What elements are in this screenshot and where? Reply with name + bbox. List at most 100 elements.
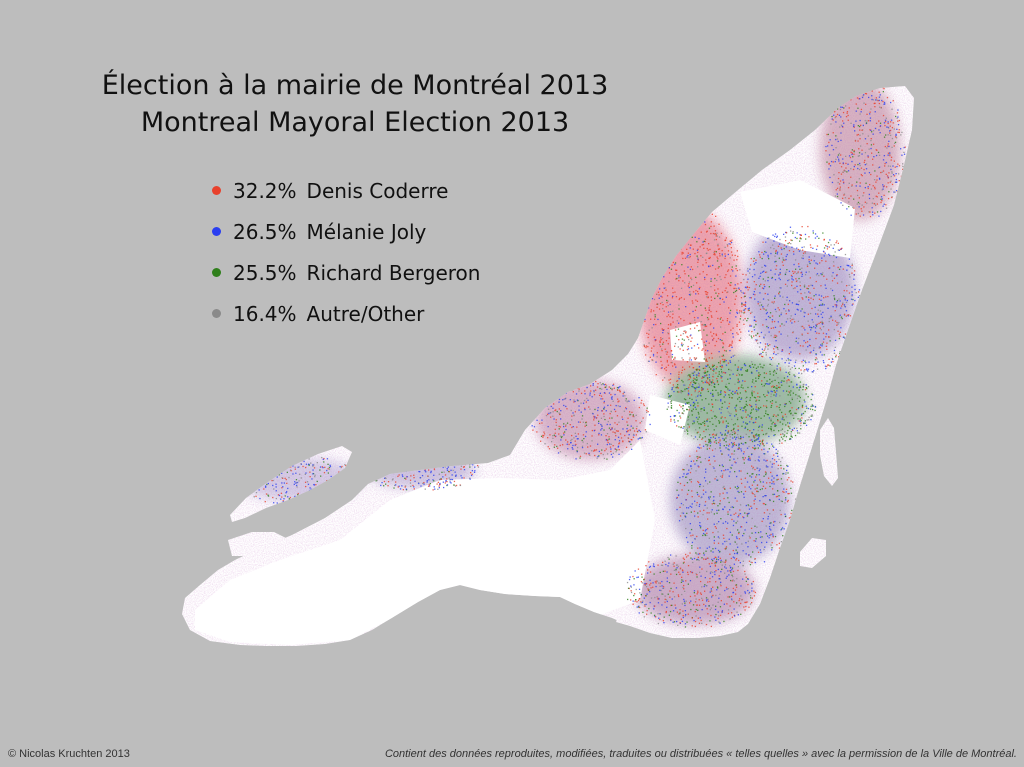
vote-dot [601, 388, 603, 390]
vote-dot [805, 387, 807, 389]
vote-dot [736, 269, 738, 272]
vote-dot [685, 499, 687, 501]
vote-dot [571, 447, 573, 449]
vote-dot [741, 384, 743, 386]
vote-dot [903, 146, 905, 149]
vote-dot [431, 462, 433, 464]
vote-dot [708, 605, 710, 607]
vote-dot [679, 207, 681, 209]
vote-dot [844, 299, 846, 301]
vote-dot [677, 240, 679, 243]
vote-dot [698, 390, 700, 392]
vote-dot [713, 327, 715, 329]
vote-dot [688, 359, 691, 361]
vote-dot [891, 196, 893, 199]
vote-dot [668, 272, 671, 274]
vote-dot [716, 378, 718, 380]
vote-dot [728, 538, 730, 540]
vote-dot [646, 255, 648, 257]
vote-dot [746, 423, 748, 425]
vote-dot [582, 384, 584, 386]
vote-dot [593, 417, 595, 419]
vote-dot [852, 298, 854, 301]
vote-dot [728, 382, 730, 385]
vote-dot [853, 278, 855, 280]
vote-dot [663, 276, 665, 278]
vote-dot [534, 410, 536, 412]
vote-dot [694, 390, 696, 392]
vote-dot [786, 285, 788, 287]
vote-dot [849, 95, 851, 97]
vote-dot [700, 423, 702, 425]
vote-dot [750, 405, 752, 407]
vote-dot [778, 542, 780, 544]
vote-dot [641, 436, 643, 439]
vote-dot [708, 318, 710, 320]
vote-dot [389, 469, 391, 472]
vote-dot [720, 450, 722, 452]
vote-dot [890, 159, 892, 161]
vote-dot [693, 316, 696, 319]
vote-dot [790, 351, 792, 353]
vote-dot [550, 405, 552, 408]
vote-dot [851, 152, 853, 154]
vote-dot [775, 461, 778, 463]
vote-dot [429, 460, 431, 462]
vote-dot [755, 284, 757, 286]
vote-dot [718, 420, 720, 422]
vote-dot [754, 364, 756, 366]
vote-dot [719, 432, 722, 434]
vote-dot [789, 410, 791, 412]
vote-dot [791, 284, 793, 287]
vote-dot [859, 162, 861, 165]
vote-dot [730, 433, 732, 435]
vote-dot [844, 306, 846, 308]
vote-dot [630, 591, 633, 594]
vote-dot [700, 392, 702, 394]
vote-dot [699, 552, 701, 555]
vote-dot [804, 284, 806, 286]
vote-dot [872, 133, 874, 135]
vote-dot [552, 407, 554, 409]
vote-dot [782, 418, 784, 421]
vote-dot [662, 329, 664, 331]
vote-dot [661, 260, 663, 262]
vote-dot [846, 112, 848, 114]
vote-dot [696, 378, 698, 380]
vote-dot [644, 320, 646, 322]
vote-dot [649, 356, 651, 358]
vote-dot [886, 147, 888, 149]
vote-dot [446, 469, 449, 471]
vote-dot [746, 513, 749, 515]
vote-dot [808, 324, 810, 327]
vote-dot [618, 449, 620, 451]
vote-dot [695, 357, 697, 360]
vote-dot [641, 573, 643, 575]
vote-dot [639, 437, 641, 439]
vote-dot [668, 280, 670, 283]
vote-dot [697, 480, 699, 483]
vote-dot [701, 221, 704, 224]
vote-dot [789, 317, 791, 320]
vote-dot [794, 412, 796, 414]
vote-dot [782, 415, 784, 417]
vote-dot [645, 345, 648, 347]
vote-dot [825, 245, 827, 247]
vote-dot [819, 321, 822, 323]
vote-dot [864, 120, 866, 122]
vote-dot [640, 602, 642, 604]
vote-dot [775, 268, 777, 270]
vote-dot [417, 482, 420, 484]
vote-dot [699, 444, 701, 446]
vote-dot [668, 251, 670, 253]
vote-dot [766, 406, 768, 409]
vote-dot [809, 312, 812, 315]
vote-dot [645, 304, 647, 306]
vote-dot [715, 619, 717, 621]
vote-dot [685, 306, 687, 308]
vote-dot [669, 596, 671, 598]
vote-dot [808, 261, 810, 263]
vote-dot [675, 587, 678, 589]
vote-dot [826, 348, 828, 350]
vote-dot [716, 512, 718, 514]
